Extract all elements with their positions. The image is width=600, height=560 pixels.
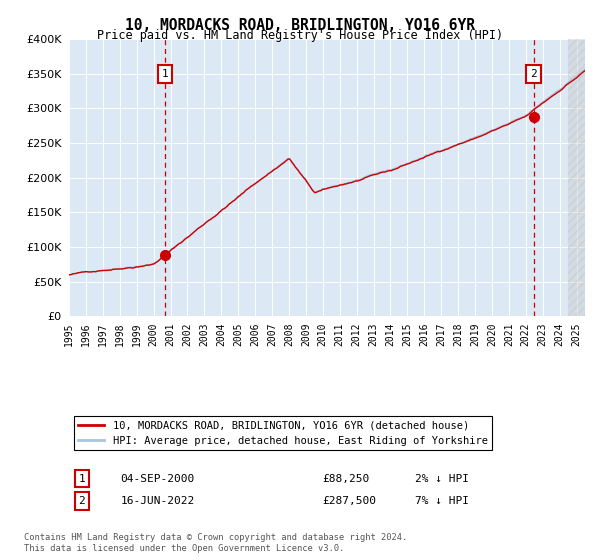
Text: Price paid vs. HM Land Registry's House Price Index (HPI): Price paid vs. HM Land Registry's House …	[97, 29, 503, 42]
Text: 04-SEP-2000: 04-SEP-2000	[121, 474, 195, 484]
Bar	[568, 39, 585, 316]
Text: £88,250: £88,250	[322, 474, 369, 484]
Text: £287,500: £287,500	[322, 496, 376, 506]
Text: Contains HM Land Registry data © Crown copyright and database right 2024.
This d: Contains HM Land Registry data © Crown c…	[24, 533, 407, 553]
Text: 2: 2	[79, 496, 85, 506]
Text: 1: 1	[79, 474, 85, 484]
Text: 16-JUN-2022: 16-JUN-2022	[121, 496, 195, 506]
Text: 1: 1	[161, 69, 169, 79]
Text: 2% ↓ HPI: 2% ↓ HPI	[415, 474, 469, 484]
Legend: 10, MORDACKS ROAD, BRIDLINGTON, YO16 6YR (detached house), HPI: Average price, d: 10, MORDACKS ROAD, BRIDLINGTON, YO16 6YR…	[74, 416, 492, 450]
Text: 7% ↓ HPI: 7% ↓ HPI	[415, 496, 469, 506]
Text: 10, MORDACKS ROAD, BRIDLINGTON, YO16 6YR: 10, MORDACKS ROAD, BRIDLINGTON, YO16 6YR	[125, 18, 475, 33]
Text: 2: 2	[530, 69, 537, 79]
